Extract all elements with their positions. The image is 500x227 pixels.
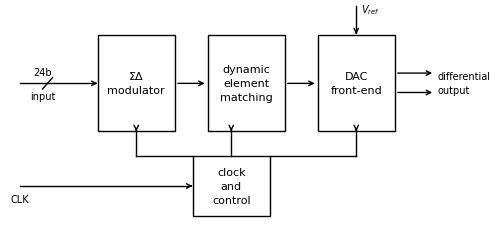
Text: clock
and
control: clock and control xyxy=(212,167,250,205)
Text: $V_{ref}$: $V_{ref}$ xyxy=(361,3,380,17)
Bar xyxy=(208,36,285,132)
Text: differential
output: differential output xyxy=(438,72,490,96)
Text: dynamic
element
matching: dynamic element matching xyxy=(220,65,272,103)
Bar xyxy=(318,36,395,132)
Bar xyxy=(192,157,270,216)
Text: input: input xyxy=(30,92,55,102)
Bar xyxy=(98,36,175,132)
Text: 24b: 24b xyxy=(33,67,52,77)
Text: ΣΔ
modulator: ΣΔ modulator xyxy=(108,72,165,96)
Text: DAC
front-end: DAC front-end xyxy=(330,72,382,96)
Text: CLK: CLK xyxy=(10,194,29,204)
